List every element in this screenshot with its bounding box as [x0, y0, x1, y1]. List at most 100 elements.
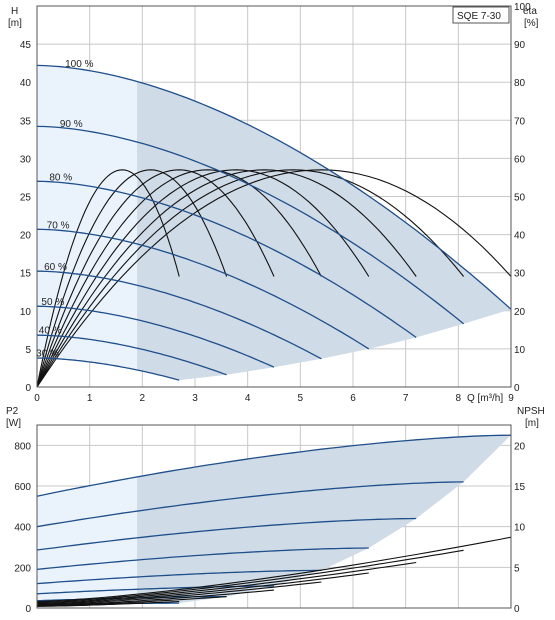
npsh-tick-label: 5 [514, 563, 520, 574]
speed-label-60: 60 % [44, 262, 67, 273]
speed-label-50: 50 % [41, 297, 64, 308]
npsh-curve-40 [36, 596, 227, 607]
npsh-curve-100 [36, 536, 512, 603]
h-tick-label: 25 [20, 193, 32, 204]
npsh-curve-80 [36, 561, 417, 604]
eta-tick-label: 60 [514, 154, 526, 165]
p2-curve-80 [36, 517, 417, 551]
eta-tick-label: 50 [514, 193, 526, 204]
h-tick-label: 10 [20, 307, 32, 318]
q-tick-label: 5 [298, 393, 304, 404]
eta-tick-label: 0 [514, 383, 520, 394]
q-axis-ticks: 0 1 2 3 4 5 6 7 8 9 [34, 393, 514, 404]
p2-tick-label: 400 [14, 523, 31, 534]
npsh-axis-unit: [m] [525, 418, 539, 429]
speed-labels: 100 % 90 % 80 % 70 % 60 % 50 % 40 % 30 % [36, 59, 93, 359]
npsh-curve-70 [36, 572, 369, 605]
qh-speed-curves [36, 64, 512, 381]
operating-region-light [37, 65, 138, 387]
npsh-curves [36, 536, 512, 607]
eta-axis-title: eta [523, 6, 537, 17]
p2-tick-label: 200 [14, 563, 31, 574]
speed-label-90: 90 % [60, 119, 83, 130]
speed-label-80: 80 % [49, 173, 72, 184]
npsh-curve-90 [36, 549, 464, 603]
npsh-tick-label: 0 [514, 604, 520, 615]
qh-curve-30 [36, 357, 180, 381]
p2-tick-label: 0 [25, 604, 31, 615]
qh-curve-40 [37, 334, 227, 376]
p2-curve-60 [36, 569, 322, 585]
eta-curve-50 [36, 169, 275, 388]
eta-tick-label: 40 [514, 231, 526, 242]
p2-region-light [37, 476, 138, 608]
eta-curve-30 [36, 169, 180, 388]
npsh-curve-50 [36, 589, 275, 607]
npsh-tick-label: 20 [514, 441, 526, 452]
q-axis-title: Q [m³/h] [467, 393, 503, 404]
p2-tick-label: 600 [14, 482, 31, 493]
qh-curve-60 [37, 270, 322, 360]
npsh-curve-30 [36, 600, 180, 607]
eta-tick-label: 70 [514, 116, 526, 127]
eta-tick-label: 20 [514, 307, 526, 318]
operating-region-dark [137, 81, 511, 381]
p2-axis-title: P2 [6, 406, 19, 417]
eta-tick-label: 30 [514, 269, 526, 280]
p2-operating-region [37, 435, 511, 608]
p2-curve-90 [36, 481, 464, 528]
eta-tick-label: 10 [514, 345, 526, 356]
q-tick-label: 4 [245, 393, 251, 404]
npsh-curve-60 [36, 581, 322, 606]
h-axis-title: H [11, 6, 18, 17]
p2-region-dark [137, 435, 511, 604]
eta-tick-label: 90 [514, 40, 526, 51]
q-tick-label: 6 [350, 393, 356, 404]
q-tick-label: 7 [403, 393, 409, 404]
qh-frame [36, 5, 512, 388]
eta-curve-100 [36, 169, 512, 388]
npsh-tick-label: 15 [514, 482, 526, 493]
qh-curve-100 [36, 64, 512, 310]
eta-curve-40 [36, 169, 228, 388]
speed-label-30: 30 % [36, 348, 59, 359]
eta-curves [36, 169, 512, 388]
p2-npsh-chart: 0 200 400 600 800 0 5 10 15 20 P2 [W] NPSH [m] [6, 406, 545, 615]
p2-tick-label: 800 [14, 441, 31, 452]
eta-curve-60 [36, 169, 322, 388]
h-tick-label: 30 [20, 154, 32, 165]
p2-frame [36, 424, 512, 609]
h-axis-ticks: 0 5 10 15 20 25 30 35 40 45 [20, 40, 32, 394]
q-tick-label: 0 [34, 393, 40, 404]
p2-axis-unit: [W] [6, 418, 21, 429]
model-label: SQE 7-30 [457, 11, 501, 22]
eta-axis-unit: [%] [524, 18, 539, 29]
qh-curve-80 [36, 180, 417, 339]
h-tick-label: 40 [20, 78, 32, 89]
q-tick-label: 2 [140, 393, 146, 404]
speed-label-40: 40 % [39, 326, 62, 337]
npsh-axis-title: NPSH [517, 406, 545, 417]
qh-operating-region [37, 65, 511, 387]
h-tick-label: 20 [20, 231, 32, 242]
p2-curve-70 [36, 547, 369, 571]
eta-tick-label: 80 [514, 78, 526, 89]
q-tick-label: 8 [456, 393, 462, 404]
eta-axis-ticks: 0 10 20 30 40 50 60 70 80 90 100 [514, 2, 531, 394]
q-tick-label: 3 [192, 393, 198, 404]
eta-tick-label: 100 [514, 2, 531, 13]
p2-axis-ticks: 0 200 400 600 800 [14, 441, 31, 615]
speed-label-70: 70 % [47, 220, 70, 231]
model-box [452, 6, 510, 24]
qh-curve-90 [36, 125, 465, 325]
eta-curve-80 [36, 169, 417, 388]
q-tick-label: 1 [87, 393, 93, 404]
npsh-tick-label: 10 [514, 523, 526, 534]
h-tick-label: 45 [20, 40, 32, 51]
h-tick-label: 35 [20, 116, 32, 127]
p2-curve-100 [36, 434, 512, 497]
q-tick-label: 9 [508, 393, 514, 404]
npsh-axis-ticks: 0 5 10 15 20 [514, 441, 526, 615]
